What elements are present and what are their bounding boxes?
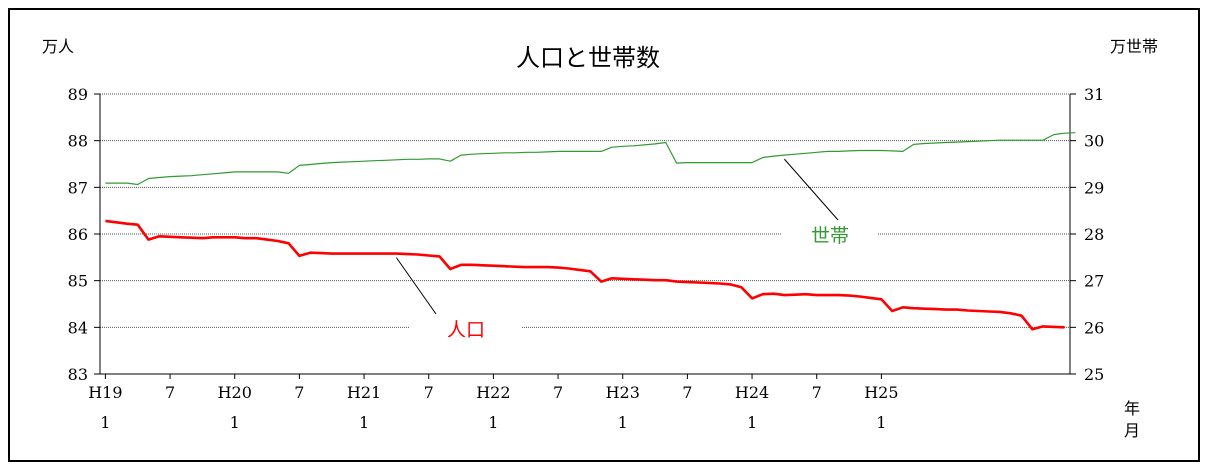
population-series-label: 人口 [447, 319, 485, 341]
x-tick-label: 7 [165, 383, 175, 402]
x-tick-sublabel: 1 [488, 413, 498, 432]
x-tick-label: H23 [606, 383, 640, 402]
households-series-label: 世帯 [811, 225, 849, 247]
left-tick-label: 85 [68, 272, 88, 291]
right-tick-label: 28 [1084, 225, 1104, 244]
right-tick-label: 29 [1084, 178, 1104, 197]
x-tick-sublabel: 1 [359, 413, 369, 432]
x-axis-unit-month: 月 [1124, 421, 1140, 440]
left-tick-label: 86 [68, 225, 88, 244]
left-tick-label: 84 [68, 318, 88, 337]
left-tick-label: 88 [68, 132, 88, 151]
population-households-chart: 人口と世帯数 万人 万世帯 年 月 89 88 87 86 85 84 83 31 30 29 28… [42, 37, 1158, 440]
series-line-households [105, 132, 1076, 186]
x-tick-sublabel: 1 [230, 413, 240, 432]
population-leader-line [395, 257, 437, 315]
left-axis-unit: 万人 [42, 37, 74, 56]
right-tick-label: 26 [1084, 318, 1104, 337]
x-tick-label: 7 [682, 383, 692, 402]
x-tick-sublabel: 1 [618, 413, 628, 432]
x-tick-sublabel: 1 [747, 413, 757, 432]
right-tick-label: 30 [1084, 132, 1104, 151]
x-tick-label: H19 [88, 383, 122, 402]
x-tick-label: 7 [424, 383, 434, 402]
series-line-population [105, 219, 1065, 331]
left-tick-label: 87 [68, 178, 88, 197]
right-tick-label: 25 [1084, 365, 1104, 384]
x-tick-label: H21 [347, 383, 381, 402]
x-axis-unit-year: 年 [1124, 399, 1140, 418]
x-tick-label: H24 [735, 383, 769, 402]
population-label-bg [410, 316, 522, 342]
x-tick-sublabel: 1 [100, 413, 110, 432]
x-tick-label: 7 [294, 383, 304, 402]
x-tick-label: 7 [553, 383, 563, 402]
left-tick-label: 89 [68, 85, 88, 104]
x-tick-label: 7 [812, 383, 822, 402]
households-leader-line [784, 158, 839, 221]
x-tick-label: H22 [476, 383, 510, 402]
chart-title: 人口と世帯数 [516, 44, 660, 72]
right-tick-label: 27 [1084, 272, 1104, 291]
households-label-bg [782, 222, 878, 248]
chart-frame: 人口と世帯数 万人 万世帯 年 月 89 88 87 86 85 84 83 31 30 29 28… [8, 8, 1200, 462]
right-tick-label: 31 [1084, 85, 1104, 104]
x-tick-label: H20 [218, 383, 252, 402]
x-tick-sublabel: 1 [876, 413, 886, 432]
right-axis-unit: 万世帯 [1110, 37, 1158, 56]
x-tick-label: H25 [864, 383, 898, 402]
left-tick-label: 83 [68, 365, 88, 384]
